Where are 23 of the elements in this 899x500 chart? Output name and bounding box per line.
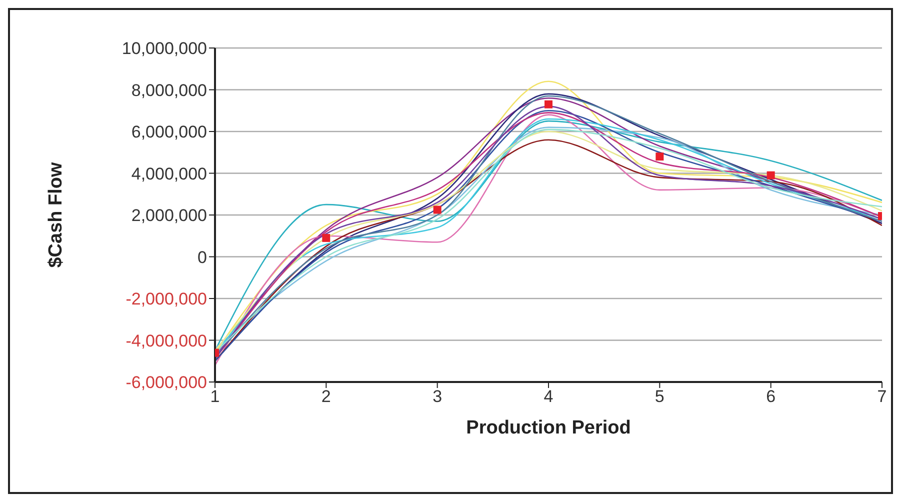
x-tick-label: 4 <box>544 387 554 406</box>
y-tick-label: 2,000,000 <box>131 206 207 225</box>
x-tick-label: 1 <box>210 387 220 406</box>
point <box>766 171 775 180</box>
point <box>433 206 442 214</box>
x-tick-label: 7 <box>877 387 887 406</box>
y-tick-label: 4,000,000 <box>131 164 207 184</box>
y-tick-label: -2,000,000 <box>126 290 207 308</box>
y-axis-title: $Cash Flow <box>46 162 67 268</box>
y-tick-label: -4,000,000 <box>126 331 207 350</box>
point <box>322 234 330 242</box>
y-tick-label: -6,000,000 <box>126 373 207 392</box>
y-tick-label: 8,000,000 <box>131 80 207 100</box>
point <box>544 100 552 108</box>
x-tick-label: 3 <box>432 387 442 406</box>
y-tick-label: 6,000,000 <box>131 122 207 142</box>
x-tick-label: 6 <box>766 387 776 406</box>
x-tick-label: 2 <box>321 387 331 406</box>
y-tick-label: 10,000,000 <box>122 39 207 58</box>
y-tick-label: 0 <box>198 248 207 267</box>
point <box>656 152 664 161</box>
x-tick-label: 5 <box>654 387 664 406</box>
x-axis-title: Production Period <box>466 417 631 438</box>
